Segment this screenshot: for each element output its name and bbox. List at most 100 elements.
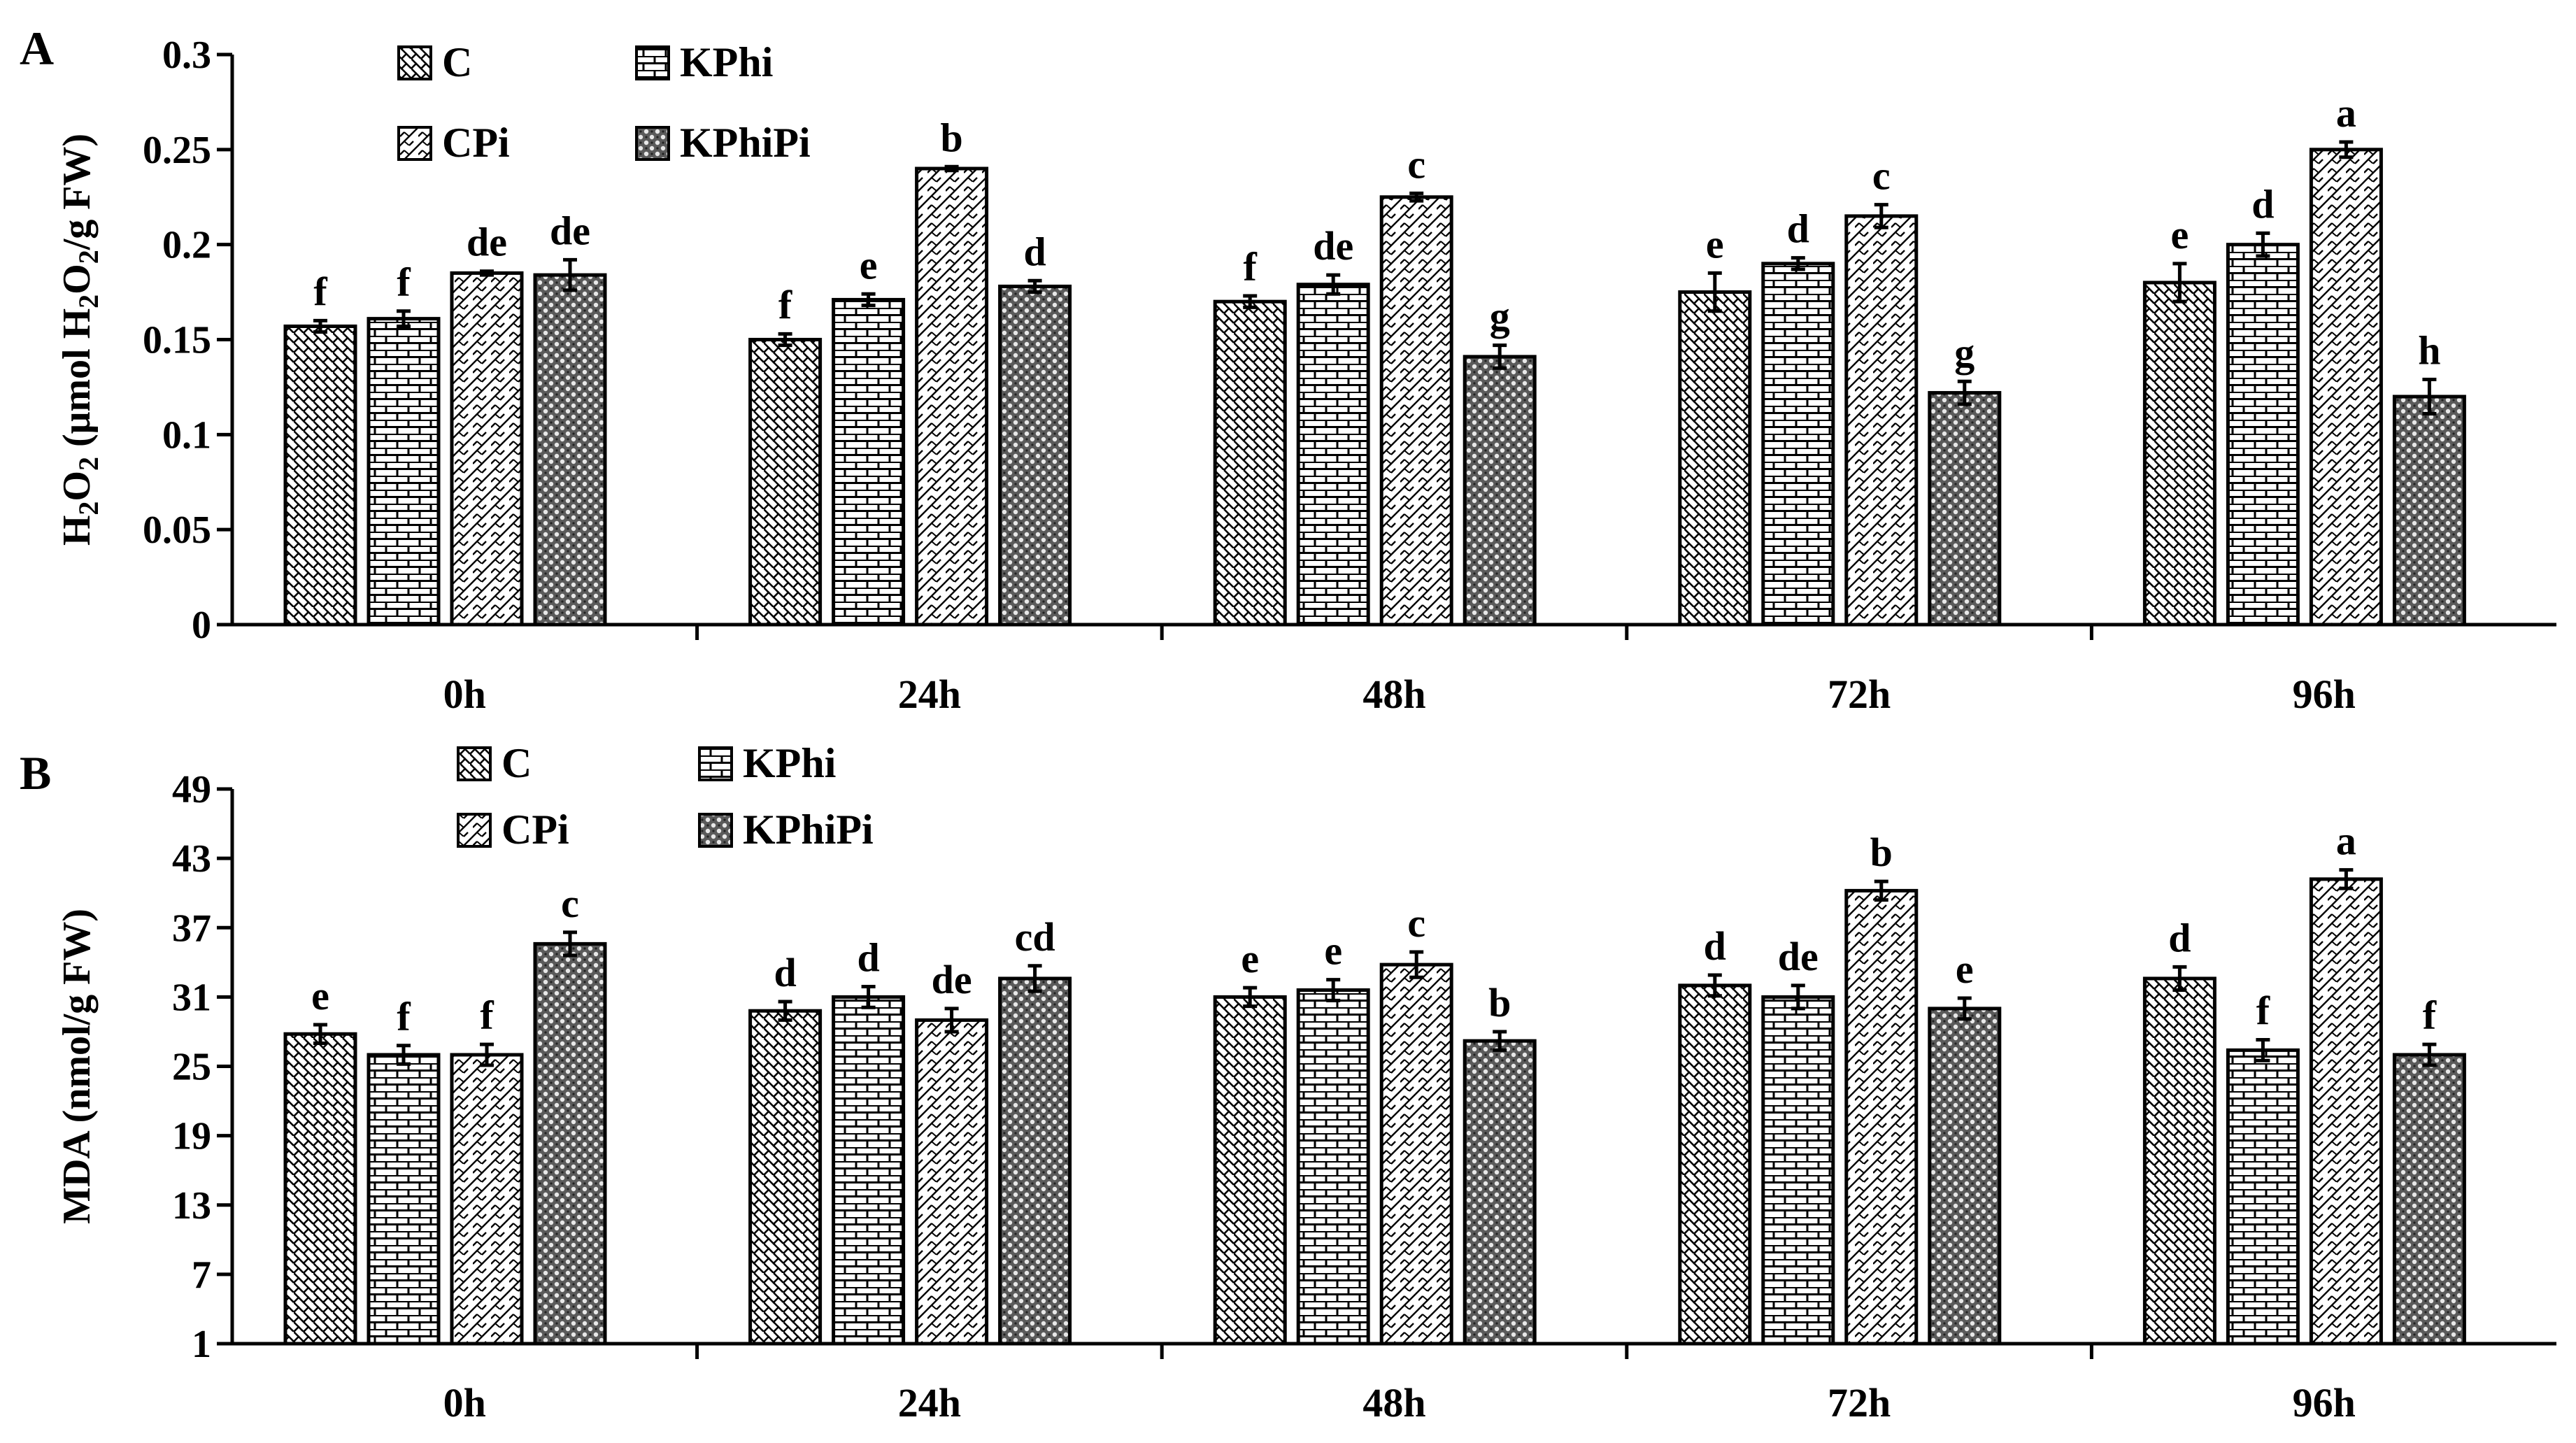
y-tick-label: 0.05 bbox=[143, 509, 211, 552]
legend-label: CPi bbox=[442, 120, 510, 166]
legend-label: KPhi bbox=[743, 740, 836, 786]
bar-CPi bbox=[2309, 148, 2383, 627]
y-tick-label: 31 bbox=[172, 976, 211, 1019]
significance-letter: e bbox=[860, 242, 878, 287]
category-label: 96h bbox=[2293, 1380, 2356, 1426]
category-label: 24h bbox=[898, 1380, 961, 1426]
legend: C KPhi CPi KPhiPi bbox=[457, 740, 874, 853]
bar-KPhiPi bbox=[998, 976, 1072, 1346]
legend: C KPhi CPi KPhiPi bbox=[397, 39, 811, 166]
y-tick-label: 0 bbox=[192, 604, 211, 647]
bar-KPhi bbox=[1296, 988, 1370, 1346]
significance-letter: d bbox=[2251, 181, 2274, 227]
category-label: 96h bbox=[2293, 671, 2356, 717]
significance-letter: f bbox=[2256, 988, 2270, 1034]
bar-KPhi bbox=[832, 995, 906, 1346]
significance-letter: e bbox=[1324, 928, 1342, 974]
bar-KPhi bbox=[367, 1053, 441, 1346]
y-tick-label: 0.25 bbox=[143, 129, 211, 172]
significance-letter: f bbox=[778, 282, 792, 327]
legend-swatch-C bbox=[397, 45, 432, 80]
category-label: 24h bbox=[898, 671, 961, 717]
significance-letter: d bbox=[774, 950, 796, 995]
bar-C bbox=[1213, 299, 1287, 627]
y-tick-label: 13 bbox=[172, 1184, 211, 1228]
significance-letter: b bbox=[1488, 980, 1511, 1025]
legend-swatch-CPi bbox=[457, 813, 492, 848]
significance-letter: e bbox=[311, 973, 329, 1018]
panel-letter: A bbox=[20, 22, 54, 75]
panel-A: A 0 0.05 0.1 0.15 0.2 0.25 0.3 H2O2 (μmol H2O2/g… bbox=[20, 22, 2556, 717]
bar-CPi bbox=[915, 166, 989, 627]
category-label: 72h bbox=[1828, 1380, 1891, 1426]
y-tick-label: 0.1 bbox=[162, 413, 211, 457]
significance-letter: d bbox=[2168, 915, 2191, 960]
significance-letter: a bbox=[2336, 90, 2356, 136]
legend-label: C bbox=[501, 740, 532, 786]
significance-letter: a bbox=[2336, 818, 2356, 864]
chart-panels: A 0 0.05 0.1 0.15 0.2 0.25 0.3 H2O2 (μmol H2O2/g… bbox=[20, 22, 2556, 1426]
category-label: 0h bbox=[443, 671, 486, 717]
legend-swatch-KPhi bbox=[698, 746, 733, 781]
category-label: 48h bbox=[1362, 1380, 1425, 1426]
significance-letter: c bbox=[1407, 900, 1425, 946]
bar-KPhiPi bbox=[1928, 391, 2002, 627]
significance-letter: g bbox=[1490, 294, 1510, 339]
category-label: 0h bbox=[443, 1380, 486, 1426]
legend-swatch-KPhiPi bbox=[635, 126, 670, 161]
legend-swatch-C bbox=[457, 746, 492, 781]
bar-KPhiPi bbox=[1463, 355, 1537, 627]
y-axis-label: H2O2 (μmol H2O2/g FW) bbox=[55, 134, 104, 546]
significance-letter: de bbox=[467, 220, 507, 265]
significance-letter: f bbox=[313, 269, 327, 314]
bar-KPhi bbox=[1761, 262, 1835, 627]
significance-letter: f bbox=[397, 994, 411, 1039]
bar-KPhiPi bbox=[2392, 1053, 2466, 1346]
significance-letter: f bbox=[2423, 993, 2437, 1038]
bar-KPhiPi bbox=[1928, 1007, 2002, 1346]
bar-KPhi bbox=[832, 297, 906, 627]
significance-letter: e bbox=[2171, 212, 2189, 257]
panel-letter: B bbox=[20, 746, 51, 799]
significance-letter: de bbox=[1313, 223, 1353, 269]
bar-C bbox=[2142, 280, 2216, 627]
significance-letter: e bbox=[1706, 221, 1724, 266]
significance-letter: f bbox=[480, 993, 494, 1038]
y-tick-label: 0.3 bbox=[162, 34, 211, 77]
bar-C bbox=[283, 324, 357, 627]
significance-letter: cd bbox=[1015, 914, 1055, 960]
y-tick-label: 37 bbox=[172, 907, 211, 950]
significance-letter: b bbox=[1870, 830, 1893, 875]
y-tick-label: 0.15 bbox=[143, 319, 211, 362]
significance-letter: de bbox=[1778, 934, 1819, 979]
significance-letter: c bbox=[1872, 153, 1891, 199]
legend-swatch-KPhiPi bbox=[698, 813, 733, 848]
bar-KPhiPi bbox=[1463, 1039, 1537, 1346]
legend-swatch-CPi bbox=[397, 126, 432, 161]
bar-C bbox=[1213, 995, 1287, 1346]
bar-CPi bbox=[450, 1053, 524, 1346]
y-tick-label: 43 bbox=[172, 837, 211, 881]
significance-letter: e bbox=[1241, 936, 1259, 981]
bar-KPhiPi bbox=[533, 941, 607, 1346]
significance-letter: h bbox=[2418, 328, 2440, 374]
bar-CPi bbox=[1844, 888, 1919, 1346]
bar-C bbox=[2142, 976, 2216, 1346]
bar-CPi bbox=[450, 271, 524, 627]
bar-KPhi bbox=[2226, 243, 2300, 627]
legend-swatch-KPhi bbox=[635, 45, 670, 80]
bar-CPi bbox=[1844, 214, 1919, 627]
significance-letter: g bbox=[1954, 329, 1974, 375]
bar-KPhi bbox=[367, 317, 441, 627]
category-label: 72h bbox=[1828, 671, 1891, 717]
legend-label: C bbox=[442, 39, 472, 85]
significance-letter: c bbox=[561, 881, 579, 926]
bar-C bbox=[1678, 983, 1752, 1346]
significance-letter: f bbox=[397, 260, 411, 305]
significance-letter: de bbox=[550, 208, 590, 253]
significance-letter: d bbox=[857, 935, 879, 981]
bar-KPhiPi bbox=[998, 284, 1072, 627]
panel-B: B 1 7 13 19 25 31 37 43 49 MDA (nmol/g FW) 0h e f f c 24… bbox=[20, 740, 2556, 1426]
significance-letter: c bbox=[1407, 141, 1425, 187]
